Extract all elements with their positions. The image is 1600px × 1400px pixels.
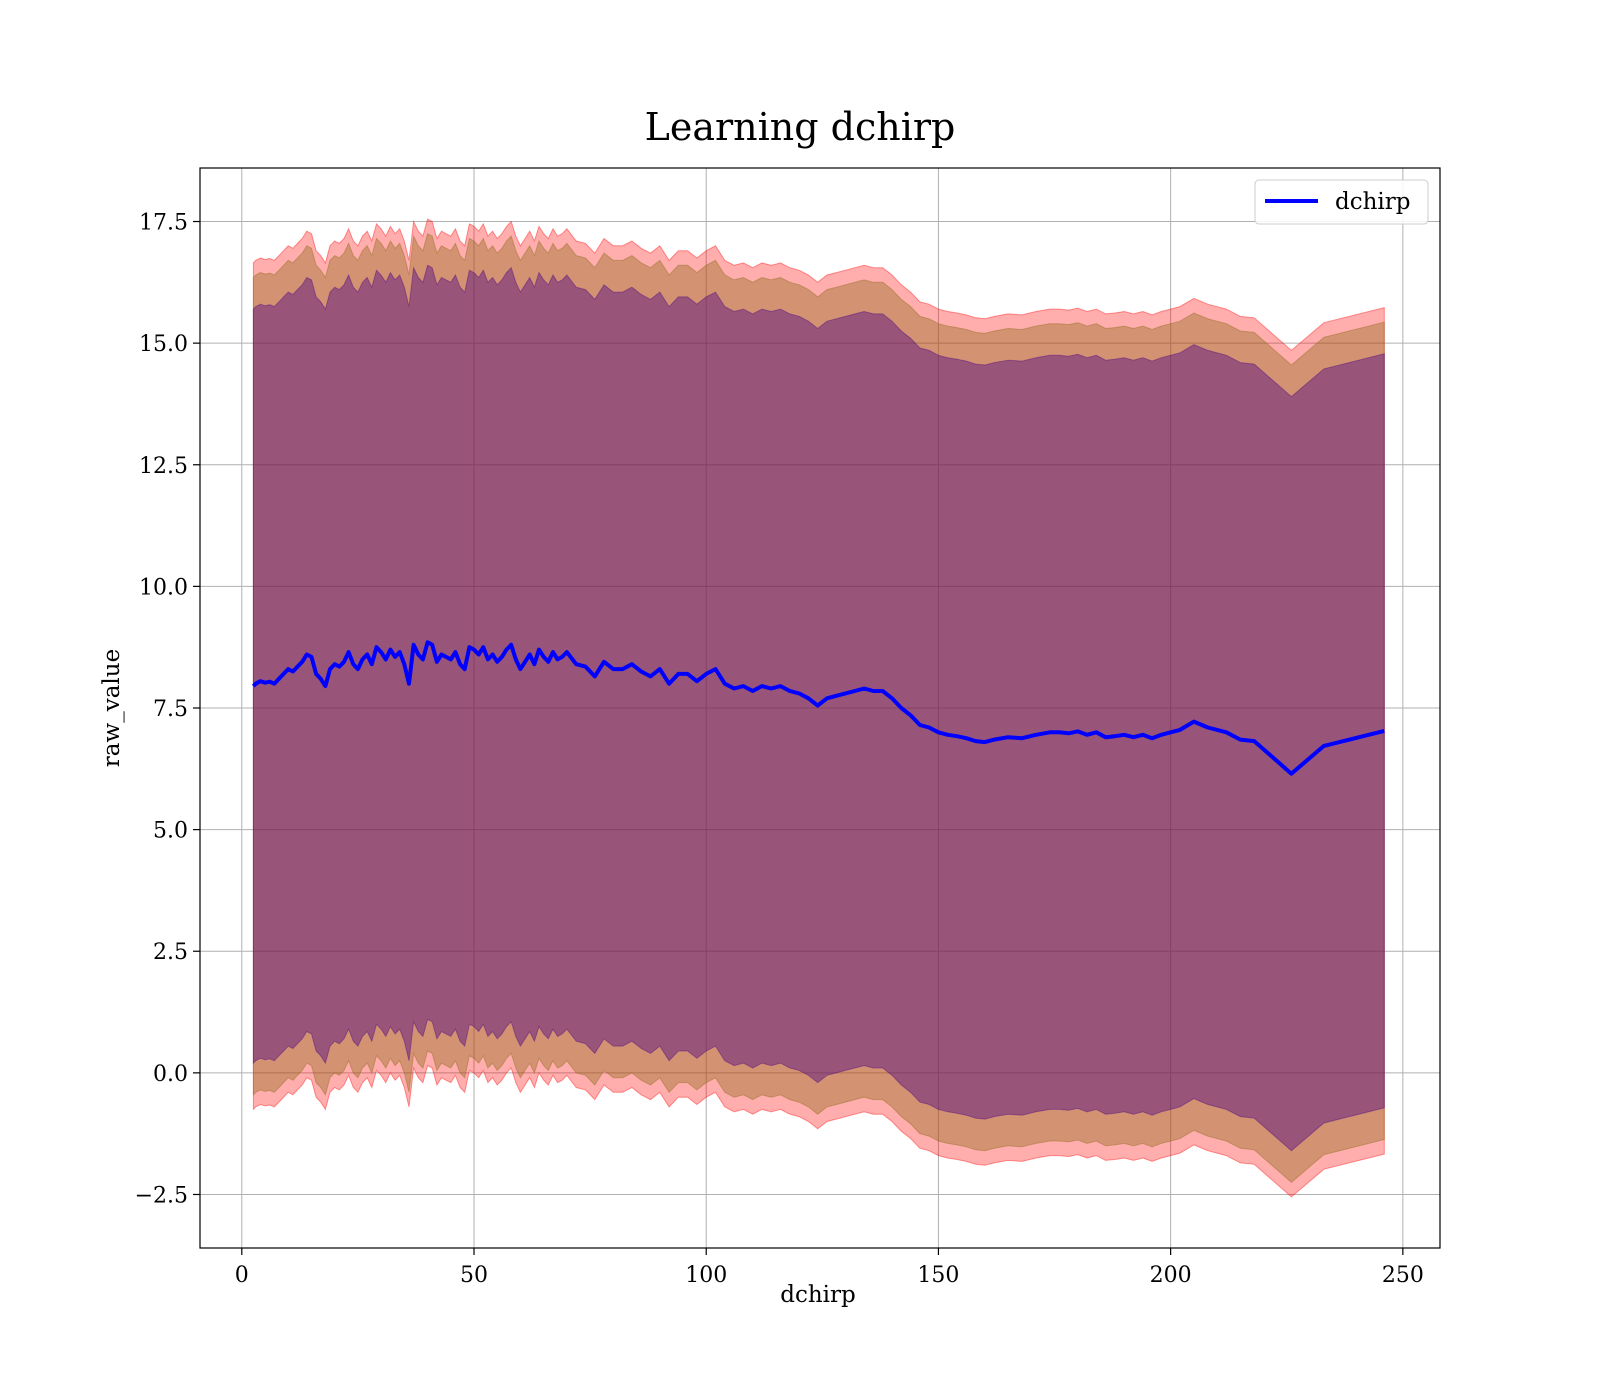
y-tick-label: 0.0 (153, 1062, 188, 1087)
legend: dchirp (1254, 179, 1429, 225)
series-lines (251, 640, 1385, 776)
y-tick-label: 10.0 (139, 575, 188, 600)
x-tick-label: 0 (235, 1263, 249, 1288)
band-inner (252, 264, 1385, 1152)
x-ticks: 0 50 100 150 200 250 (235, 1248, 1424, 1288)
y-axis-label: raw_value (99, 649, 125, 767)
chart-title: Learning dchirp (645, 105, 956, 149)
y-tick-label: 7.5 (153, 697, 188, 722)
x-tick-label: 200 (1150, 1263, 1192, 1288)
x-tick-label: 50 (460, 1263, 488, 1288)
legend-box (1254, 179, 1429, 225)
y-tick-label: 5.0 (153, 819, 188, 844)
series-line-dchirp (251, 640, 1385, 776)
legend-entry-dchirp: dchirp (1335, 189, 1411, 215)
bands (252, 218, 1385, 1198)
x-tick-label: 250 (1382, 1263, 1424, 1288)
grid-lines (200, 168, 1440, 1248)
band-outer (252, 218, 1385, 1198)
x-tick-label: 100 (685, 1263, 727, 1288)
y-tick-label: 12.5 (139, 454, 188, 479)
y-tick-label: 15.0 (139, 332, 188, 357)
y-tick-label: 2.5 (153, 940, 188, 965)
y-tick-label: 17.5 (139, 211, 188, 236)
y-ticks: −2.5 0.0 2.5 5.0 7.5 10.0 12.5 15.0 17.5 (135, 211, 200, 1208)
x-tick-label: 150 (917, 1263, 959, 1288)
band-middle (252, 232, 1385, 1183)
y-tick-label: −2.5 (135, 1183, 188, 1208)
x-axis-label: dchirp (780, 1282, 856, 1308)
